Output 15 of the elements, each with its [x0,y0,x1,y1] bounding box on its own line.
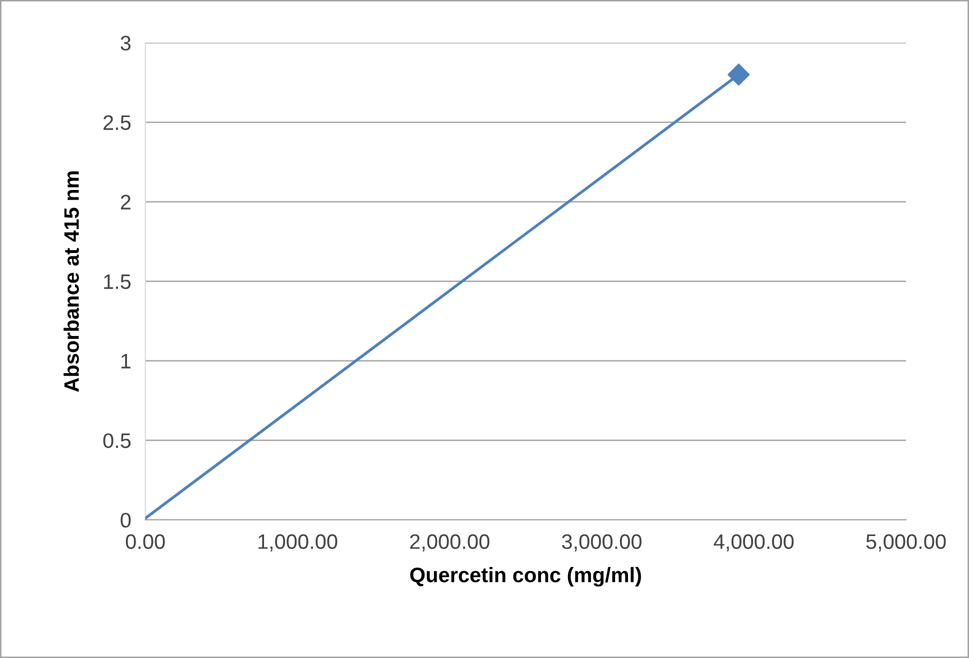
y-tick-label: 2 [120,194,130,210]
x-tick-label: 0.00 [126,534,165,550]
x-tick-label: 3,000.00 [562,534,642,552]
y-tick-label: 2.5 [104,115,131,130]
y-tick-label: 0.5 [103,433,131,448]
x-tick-label: 5,000.00 [866,534,946,552]
y-axis-title: Absorbance at 415 nm [64,171,79,392]
y-tick-label: 1.5 [104,274,131,290]
y-tick-label: 1 [121,354,130,368]
x-tick-label: 2,000.00 [410,534,490,552]
x-tick-label: 1,000.00 [258,534,338,552]
x-tick-label: 4,000.00 [714,534,794,552]
x-axis-title: Quercetin conc (mg/ml) [410,567,641,587]
y-tick-label: 3 [120,36,131,51]
y-tick-label: 0 [120,512,131,528]
